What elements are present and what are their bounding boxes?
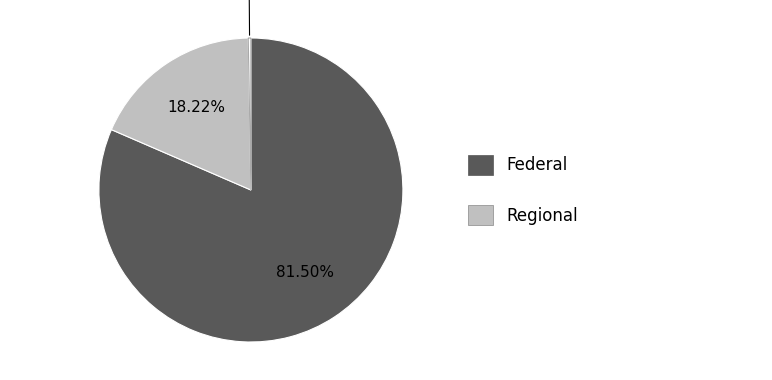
Legend: Federal, Regional: Federal, Regional [469, 155, 578, 225]
Text: 81.50%: 81.50% [276, 265, 334, 280]
Wedge shape [111, 38, 251, 190]
Wedge shape [99, 38, 403, 342]
Text: 18.22%: 18.22% [167, 100, 225, 116]
Text: 0.28%: 0.28% [225, 0, 273, 35]
Wedge shape [249, 38, 251, 190]
